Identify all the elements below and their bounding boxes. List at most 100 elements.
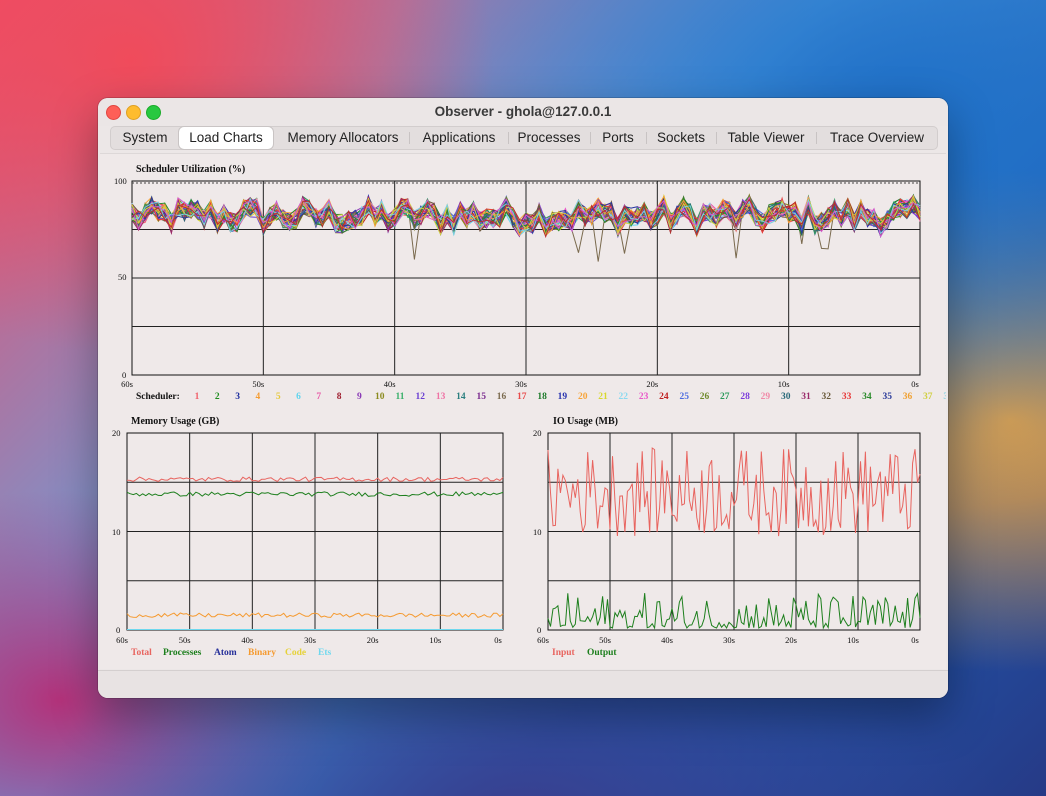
scheduler-legend-item-9: 9 [357, 392, 362, 402]
scheduler-legend-item-27: 27 [720, 392, 730, 402]
scheduler-legend-item-28: 28 [740, 392, 750, 402]
scheduler-legend-item-35: 35 [882, 392, 892, 402]
scheduler-legend-item-31: 31 [801, 392, 811, 402]
scheduler-legend-item-7: 7 [316, 392, 321, 402]
memory-legend-item-binary: Binary [248, 648, 276, 658]
scheduler-legend-item-3: 3 [235, 392, 240, 402]
memory-y-tick-10: 10 [112, 527, 121, 537]
scheduler-legend-item-2: 2 [215, 392, 220, 402]
scheduler-legend-item-20: 20 [578, 392, 588, 402]
scheduler-x-tick: 30s [515, 379, 527, 389]
load-charts-panel: Scheduler Utilization (%) 100 50 0 60s 50… [100, 153, 948, 669]
io-x-tick: 10s [847, 635, 859, 645]
title-bar: Observer - ghola@127.0.0.1 [98, 98, 948, 126]
scheduler-series-line-37 [131, 194, 921, 238]
tab-separator [590, 132, 591, 144]
scheduler-legend-item-34: 34 [862, 392, 872, 402]
io-x-tick: 60s [537, 635, 549, 645]
memory-legend-item-ets: Ets [318, 648, 332, 658]
minimize-window-icon[interactable] [126, 105, 141, 120]
tab-processes[interactable]: Processes [517, 130, 581, 145]
tab-trace-overview[interactable]: Trace Overview [829, 130, 925, 145]
scheduler-x-tick: 50s [252, 379, 264, 389]
memory-x-tick: 40s [241, 635, 253, 645]
memory-legend-item-code: Code [285, 648, 306, 658]
scheduler-legend-item-4: 4 [256, 392, 261, 402]
scheduler-series-line-38 [131, 197, 921, 237]
tab-system[interactable]: System [122, 130, 168, 145]
scheduler-chart-title: Scheduler Utilization (%) [136, 164, 245, 175]
scheduler-legend-item-15: 15 [476, 392, 486, 402]
scheduler-legend-item-1: 1 [195, 392, 200, 402]
scheduler-legend-item-13: 13 [436, 392, 446, 402]
tab-applications[interactable]: Applications [422, 130, 496, 145]
tab-sockets[interactable]: Sockets [656, 130, 706, 145]
scheduler-y-tick-100: 100 [114, 176, 127, 186]
memory-x-ticks: 60s 50s 40s 30s 20s 10s 0s [116, 635, 502, 645]
maximize-window-icon[interactable] [146, 105, 161, 120]
scheduler-legend-title: Scheduler: [136, 392, 180, 402]
io-chart: IO Usage (MB) 20 10 0 60s 50s 40s 30s 20s 10s… [533, 416, 921, 658]
scheduler-legend-item-17: 17 [517, 392, 527, 402]
io-x-tick: 40s [661, 635, 673, 645]
tab-memory-allocators[interactable]: Memory Allocators [287, 130, 399, 145]
scheduler-legend-item-6: 6 [296, 392, 301, 402]
scheduler-legend-item-19: 19 [558, 392, 568, 402]
scheduler-legend: 1 2 3 4 5 6 7 8 9 10 11 12 13 14 15 16 17 18 19 20 21 22 23 24 2… [195, 392, 948, 402]
tab-separator [716, 132, 717, 144]
io-x-tick: 50s [599, 635, 611, 645]
scheduler-legend-item-38: 38 [943, 392, 946, 402]
scheduler-legend-item-24: 24 [659, 392, 669, 402]
charts-canvas: Scheduler Utilization (%) 100 50 0 60s 50… [112, 164, 948, 658]
tab-load-charts[interactable]: Load Charts [179, 127, 273, 149]
scheduler-y-tick-0: 0 [122, 370, 126, 380]
scheduler-series [131, 193, 921, 262]
close-window-icon[interactable] [106, 105, 121, 120]
scheduler-legend-item-25: 25 [679, 392, 689, 402]
scheduler-series-line-39 [131, 196, 921, 239]
memory-legend-item-total: Total [131, 648, 152, 658]
scheduler-legend-item-30: 30 [781, 392, 791, 402]
memory-x-tick: 60s [116, 635, 128, 645]
scheduler-legend-item-23: 23 [639, 392, 649, 402]
scheduler-x-tick: 60s [121, 379, 133, 389]
observer-window: Observer - ghola@127.0.0.1 System Load C… [98, 98, 948, 698]
io-legend-item-output: Output [587, 648, 617, 658]
memory-series-line-processes [126, 491, 504, 497]
memory-series [126, 476, 504, 630]
tab-table-viewer[interactable]: Table Viewer [727, 130, 805, 145]
memory-legend: Total Processes Atom Binary Code Ets [131, 648, 332, 658]
io-series-line-input [547, 447, 921, 537]
scheduler-x-tick: 40s [384, 379, 396, 389]
scheduler-legend-item-37: 37 [923, 392, 933, 402]
io-series [547, 447, 921, 630]
memory-x-tick: 30s [304, 635, 316, 645]
memory-x-tick: 0s [494, 635, 502, 645]
scheduler-legend-item-5: 5 [276, 392, 281, 402]
status-bar [98, 670, 948, 698]
tab-ports[interactable]: Ports [602, 130, 634, 145]
memory-x-tick: 20s [367, 635, 379, 645]
scheduler-legend-item-26: 26 [700, 392, 710, 402]
scheduler-legend-item-14: 14 [456, 392, 466, 402]
io-legend: Input Output [552, 648, 617, 658]
io-y-tick-20: 20 [533, 428, 542, 438]
memory-series-line-total [126, 476, 504, 483]
tab-separator [409, 132, 410, 144]
scheduler-legend-item-11: 11 [396, 392, 405, 402]
memory-series-line-binary [126, 612, 504, 618]
io-grid [548, 433, 920, 630]
memory-legend-item-processes: Processes [163, 648, 202, 658]
memory-grid [127, 433, 503, 630]
tab-separator [508, 132, 509, 144]
scheduler-legend-item-29: 29 [761, 392, 771, 402]
io-x-ticks: 60s 50s 40s 30s 20s 10s 0s [537, 635, 919, 645]
io-x-tick: 0s [911, 635, 919, 645]
scheduler-legend-item-12: 12 [416, 392, 426, 402]
memory-chart: Memory Usage (GB) 20 10 0 60s 50s 40s 30s 20… [112, 416, 504, 658]
scheduler-x-tick: 0s [911, 379, 919, 389]
io-x-tick: 20s [785, 635, 797, 645]
io-y-tick-0: 0 [537, 625, 541, 635]
scheduler-series-line-40 [131, 197, 921, 238]
memory-y-tick-20: 20 [112, 428, 121, 438]
